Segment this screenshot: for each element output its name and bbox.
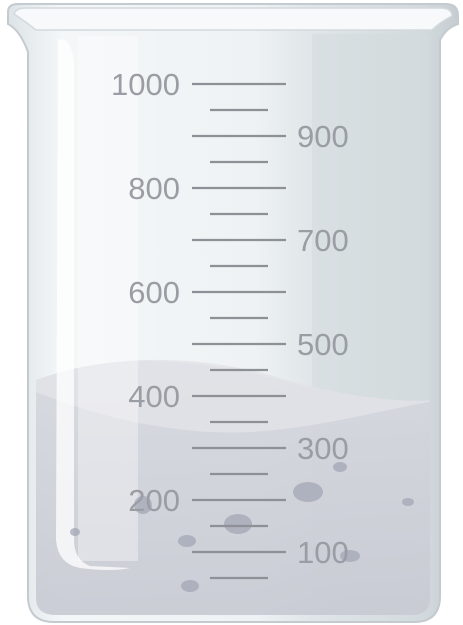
scale-label-right: 500 xyxy=(297,327,349,362)
scale-label-right: 700 xyxy=(297,223,349,258)
glass-highlight-band xyxy=(78,36,138,561)
bubble xyxy=(333,462,347,472)
scale-label-left: 800 xyxy=(128,171,180,206)
scale-label-right: 300 xyxy=(297,431,349,466)
scale-label-left: 600 xyxy=(128,275,180,310)
bubble xyxy=(224,514,252,534)
scale-label-left: 200 xyxy=(128,483,180,518)
bubble xyxy=(70,528,80,536)
measurement-scale: 1000 800 600 400 200 900 700 500 300 100 xyxy=(111,67,349,580)
bubble xyxy=(340,550,360,562)
bubble xyxy=(134,496,152,514)
bubble xyxy=(181,580,199,592)
scale-label-left: 400 xyxy=(128,379,180,414)
bubble xyxy=(178,535,196,547)
bubbles xyxy=(70,462,414,592)
glass-highlight xyxy=(56,39,130,570)
bubble xyxy=(402,498,414,506)
bubble xyxy=(293,482,323,502)
beaker-rim xyxy=(13,7,453,31)
scale-label-right: 100 xyxy=(297,535,349,570)
scale-label-left: 1000 xyxy=(111,67,180,102)
scale-label-right: 900 xyxy=(297,119,349,154)
